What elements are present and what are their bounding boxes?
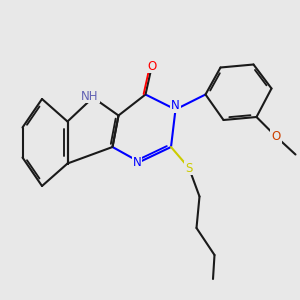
Text: N: N [171, 99, 180, 112]
Text: N: N [133, 155, 142, 169]
Text: NH: NH [81, 89, 99, 103]
Text: O: O [272, 130, 280, 143]
Text: S: S [185, 161, 193, 175]
Text: O: O [147, 59, 156, 73]
